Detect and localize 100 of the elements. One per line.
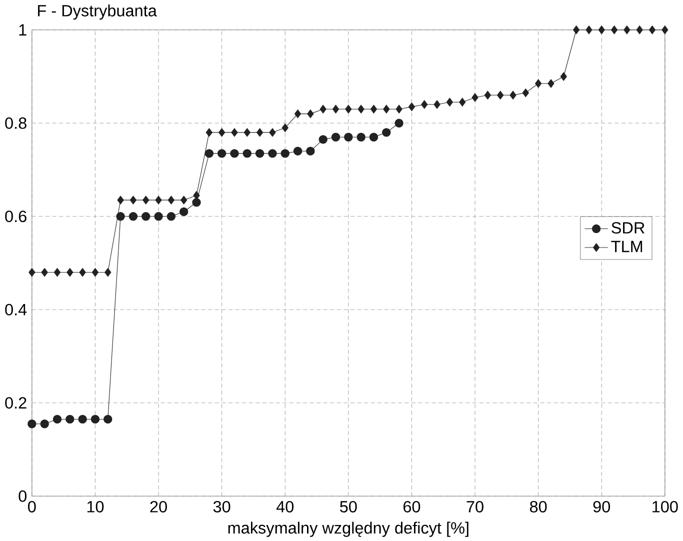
- point: [408, 102, 416, 111]
- x-tick-label: 10: [87, 500, 104, 512]
- point: [332, 104, 340, 114]
- point: [382, 128, 391, 137]
- point: [356, 132, 366, 142]
- point: [510, 90, 516, 100]
- point: [294, 109, 302, 118]
- point: [572, 25, 580, 34]
- x-tick-label: 90: [593, 500, 610, 512]
- point: [166, 212, 176, 221]
- x-tick-label: 60: [404, 500, 420, 512]
- point: [92, 268, 99, 276]
- point: [331, 132, 340, 142]
- point: [662, 25, 668, 34]
- legend-label: TLM: [611, 240, 642, 252]
- point: [610, 25, 618, 34]
- y-tick-label: 0.4: [5, 304, 27, 316]
- point: [306, 146, 315, 156]
- x-axis-title: maksymalny względny deficyt [%]: [228, 522, 468, 537]
- point: [104, 414, 112, 424]
- point: [28, 419, 36, 428]
- point: [307, 109, 314, 118]
- point: [66, 268, 74, 276]
- point: [369, 132, 378, 142]
- point: [534, 78, 542, 88]
- point: [459, 98, 466, 106]
- point: [560, 72, 567, 81]
- point: [370, 104, 378, 114]
- x-tick-label: 80: [530, 500, 547, 512]
- point: [204, 148, 214, 158]
- point: [472, 92, 478, 102]
- y-tick-label: 0.6: [5, 210, 26, 222]
- point: [244, 128, 250, 137]
- point: [522, 88, 529, 97]
- x-tick-label: 50: [340, 500, 357, 512]
- point: [54, 268, 61, 276]
- point: [230, 148, 239, 158]
- point: [446, 98, 454, 106]
- point: [497, 90, 504, 100]
- point: [66, 414, 74, 424]
- y-tick-label: 0: [18, 490, 27, 502]
- point: [344, 132, 353, 142]
- point: [255, 148, 264, 158]
- point: [180, 207, 188, 216]
- y-tick-label: 1: [19, 24, 26, 36]
- point: [256, 128, 264, 137]
- x-tick-label: 70: [466, 500, 484, 512]
- point: [142, 212, 150, 221]
- point: [52, 414, 62, 424]
- point: [40, 419, 49, 428]
- point: [130, 196, 137, 204]
- legend-label: SDR: [612, 222, 644, 234]
- point: [206, 128, 212, 137]
- y-tick-label: 0.2: [5, 396, 26, 408]
- point: [116, 212, 125, 221]
- x-tick-label: 100: [652, 500, 678, 512]
- point: [41, 268, 48, 276]
- point: [586, 25, 592, 34]
- point: [217, 148, 226, 158]
- y-axis-title: F - Dystrybuanta: [38, 4, 157, 20]
- point: [242, 148, 252, 158]
- point: [484, 90, 491, 100]
- point: [358, 104, 364, 114]
- point: [421, 100, 428, 109]
- point: [280, 148, 290, 158]
- point: [231, 128, 238, 137]
- point: [318, 134, 328, 144]
- point: [117, 196, 124, 204]
- point: [180, 196, 188, 204]
- point: [192, 198, 201, 207]
- point: [155, 196, 162, 204]
- point: [218, 128, 226, 137]
- x-tick-label: 30: [213, 500, 230, 512]
- point: [548, 78, 554, 88]
- point: [28, 268, 36, 276]
- point: [79, 268, 86, 276]
- point: [345, 104, 352, 114]
- point: [394, 118, 404, 128]
- point: [624, 25, 630, 34]
- point: [142, 196, 150, 204]
- point: [104, 268, 112, 276]
- point: [90, 414, 100, 424]
- x-tick-label: 20: [150, 500, 167, 512]
- y-tick-label: 0.8: [5, 117, 26, 129]
- point: [269, 128, 276, 137]
- point: [293, 146, 302, 156]
- point: [434, 100, 440, 109]
- point: [598, 25, 605, 34]
- point: [268, 148, 277, 158]
- point: [636, 25, 643, 34]
- point: [154, 212, 163, 221]
- point: [383, 104, 390, 114]
- point: [648, 25, 656, 34]
- point: [128, 212, 138, 221]
- point: [396, 104, 402, 114]
- point: [320, 104, 326, 114]
- x-tick-label: 0: [28, 500, 36, 512]
- point: [168, 196, 174, 204]
- x-tick-label: 40: [276, 500, 294, 512]
- point: [282, 123, 288, 132]
